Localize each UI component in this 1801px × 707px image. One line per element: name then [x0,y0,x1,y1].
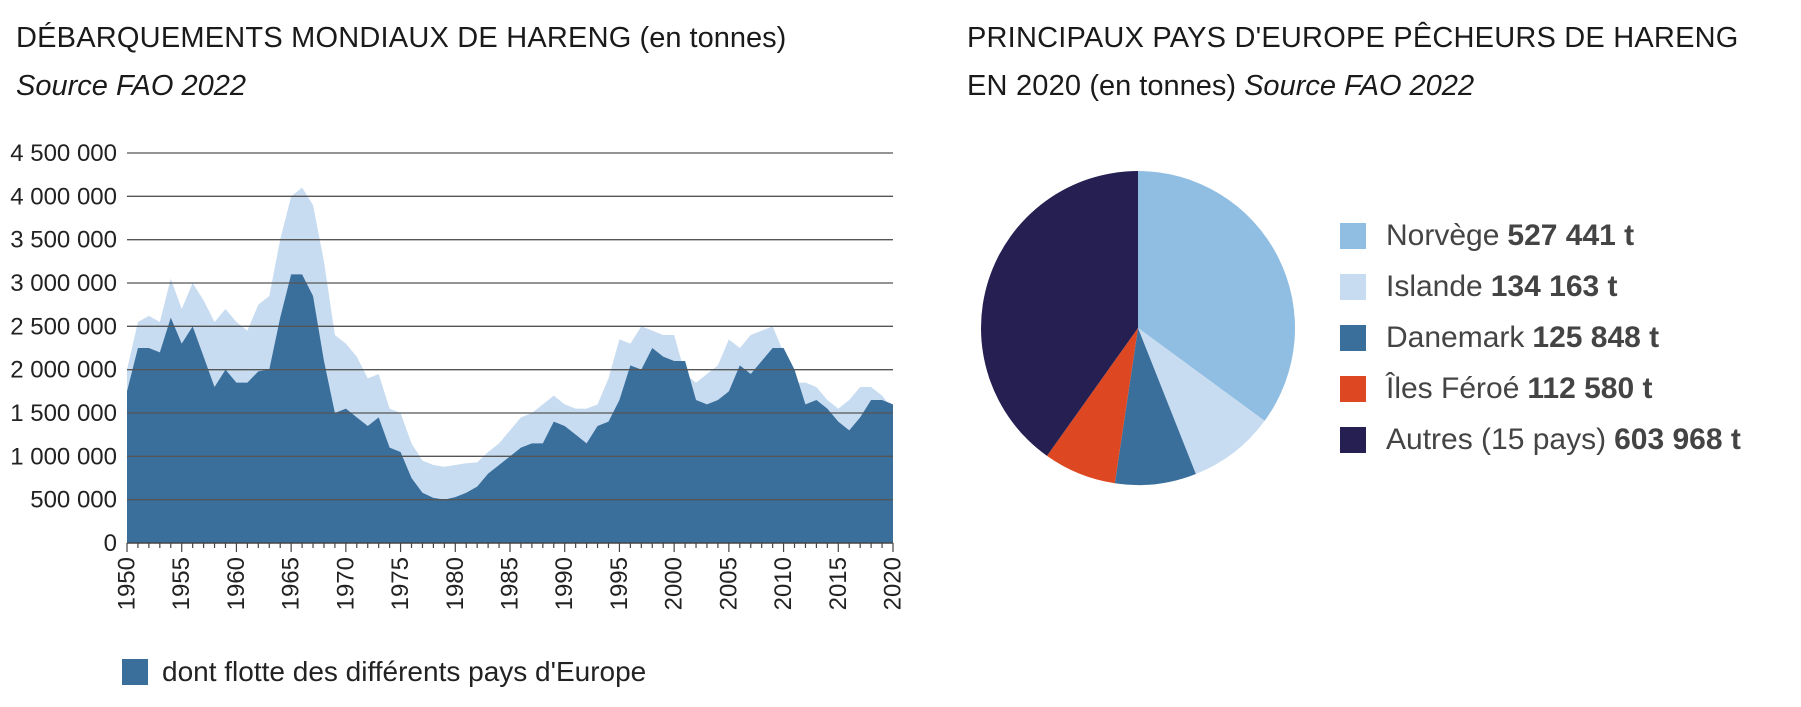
x-tick-label: 1960 [223,557,250,610]
pie-chart-title-caps-1: PRINCIPAUX PAYS D'EUROPE PÊCHEURS DE HAR… [967,22,1739,54]
x-tick-label: 1955 [168,557,195,610]
pie-legend-swatch [1340,222,1366,249]
pie-legend-label: Norvège [1386,218,1500,252]
pie-chart-title-unit: (en tonnes) [1089,70,1237,102]
pie-chart-title-line-1: PRINCIPAUX PAYS D'EUROPE PÊCHEURS DE HAR… [967,18,1739,58]
pie-legend-value: 134 163 t [1490,269,1618,303]
pie-slice-0 [1138,171,1295,421]
pie-chart-legend: Norvège 527 441 t Islande 134 163 t Danemark… [1340,210,1741,465]
y-tick-label: 3 000 000 [10,270,117,297]
pie-slice-3 [1046,328,1138,484]
pie-legend-item: Autres (15 pays) 603 968 t [1340,414,1741,465]
pie-slice-2 [1114,328,1196,485]
area-chart-title-unit: (en tonnes) [639,22,787,54]
pie-legend-swatch [1340,273,1366,300]
pie-chart-slices [981,171,1295,485]
pie-chart-title-caps-2: EN 2020 [967,70,1082,102]
x-tick-label: 2000 [661,557,688,610]
y-tick-label: 3 500 000 [10,227,117,254]
x-tick-label: 1995 [606,557,633,610]
pie-legend-value: 603 968 t [1614,422,1741,456]
pie-legend-label: Islande [1386,269,1483,303]
pie-chart-source: Source FAO 2022 [1244,70,1475,102]
pie-slice-4 [981,171,1138,456]
x-tick-label: 1985 [497,557,524,610]
area-series-europe [127,274,893,543]
x-tick-label: 2020 [880,557,907,610]
pie-legend-label: Îles Féroé [1386,371,1520,405]
x-tick-label: 2005 [715,557,742,610]
pie-legend-label: Autres (15 pays) [1386,422,1607,456]
y-tick-label: 0 [104,530,117,557]
pie-legend-swatch [1340,375,1366,402]
pie-legend-swatch [1340,324,1366,351]
x-tick-label: 1975 [387,557,414,610]
area-chart-title-caps: DÉBARQUEMENTS MONDIAUX DE HARENG [16,22,632,54]
pie-legend-value: 112 580 t [1527,371,1653,405]
y-tick-label: 1 000 000 [10,443,117,470]
europe-fleet-legend-label: dont flotte des différents pays d'Europe [162,656,647,687]
x-tick-label: 1965 [278,557,305,610]
area-chart-grid [127,152,893,501]
europe-herring-pie-chart [981,171,1295,485]
herring-landings-area-chart: 0 500 000 1 000 000 1 500 000 2 000 000 2 500… [10,140,907,610]
x-tick-label: 2015 [825,557,852,610]
pie-legend-item: Îles Féroé 112 580 t [1340,363,1741,414]
pie-legend-swatch [1340,426,1366,453]
area-chart-title: DÉBARQUEMENTS MONDIAUX DE HARENG (en ton… [16,18,786,58]
x-tick-label: 2010 [770,557,797,610]
pie-legend-item: Islande 134 163 t [1340,261,1741,312]
x-tick-label: 1980 [442,557,469,610]
pie-legend-item: Norvège 527 441 t [1340,210,1741,261]
y-tick-label: 4 000 000 [10,183,117,210]
x-tick-label: 1970 [332,557,359,610]
area-chart-x-axis: 1950 1955 1960 1965 1970 1975 1980 1985 1990 1995… [114,542,907,610]
pie-chart-title-line-2: EN 2020 (en tonnes) Source FAO 2022 [967,66,1474,106]
x-tick-label: 1950 [114,557,141,610]
pie-legend-label: Danemark [1386,320,1525,354]
area-chart-series [127,187,893,544]
y-tick-label: 1 500 000 [10,400,117,427]
area-chart-y-axis: 0 500 000 1 000 000 1 500 000 2 000 000 2 500… [10,140,117,557]
area-chart-source: Source FAO 2022 [16,70,246,102]
pie-legend-value: 125 848 t [1532,320,1660,354]
x-tick-label: 1990 [551,557,578,610]
pie-legend-item: Danemark 125 848 t [1340,312,1741,363]
pie-slice-1 [1138,328,1265,474]
y-tick-label: 2 000 000 [10,357,117,384]
y-tick-label: 4 500 000 [10,140,117,167]
y-tick-label: 2 500 000 [10,313,117,340]
europe-fleet-legend-swatch [122,659,148,685]
pie-legend-value: 527 441 t [1507,218,1635,252]
area-chart-legend: dont flotte des différents pays d'Europe [122,656,646,688]
y-tick-label: 500 000 [30,487,117,514]
